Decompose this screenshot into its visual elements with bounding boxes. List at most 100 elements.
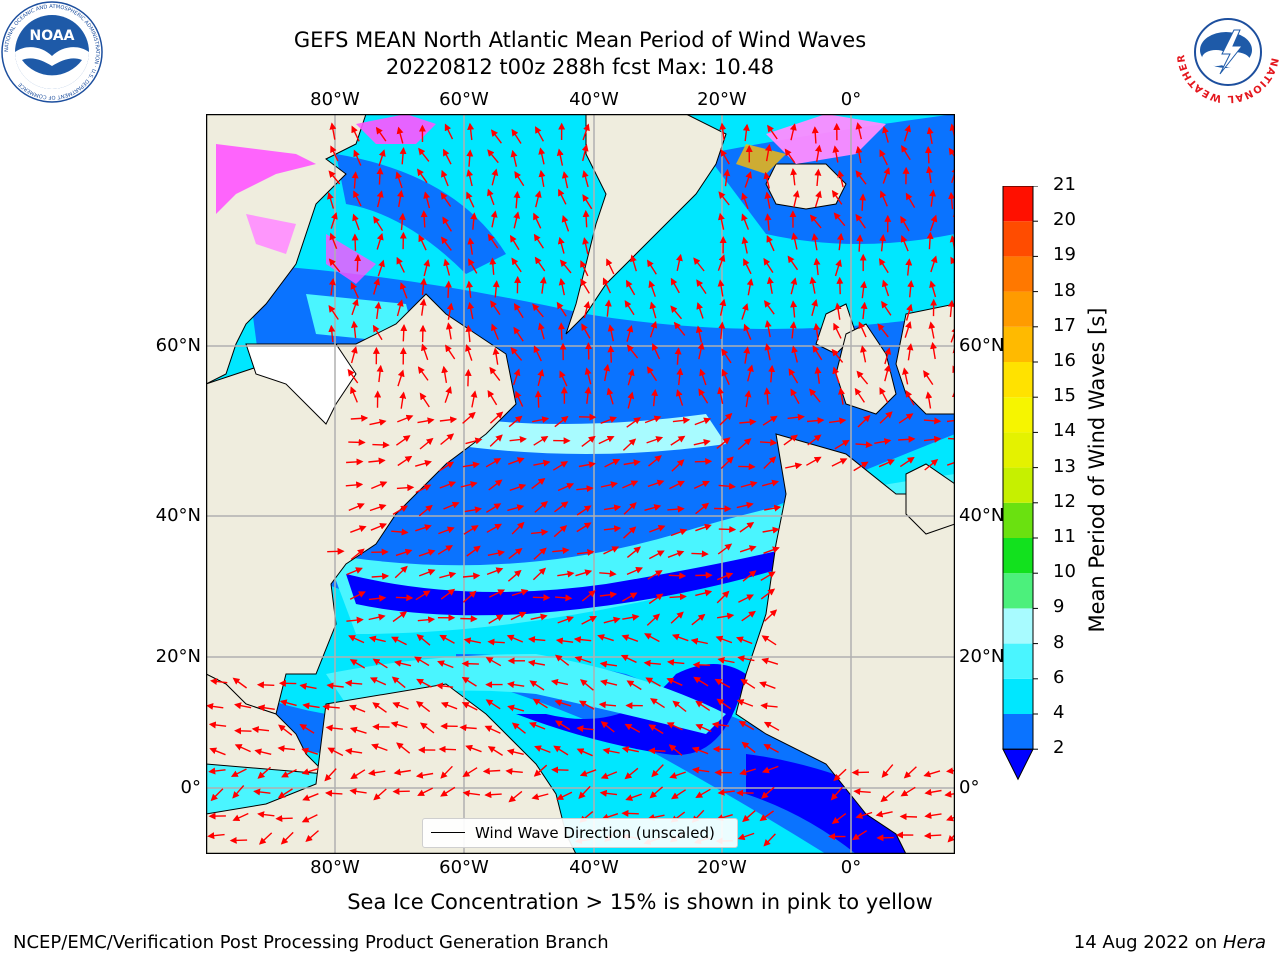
wind-wave-arrow xyxy=(575,569,593,577)
wind-wave-arrow xyxy=(880,790,895,803)
wind-wave-arrow xyxy=(739,418,757,426)
wind-wave-arrow xyxy=(741,610,756,622)
wind-wave-arrow xyxy=(761,786,775,799)
wind-wave-arrow xyxy=(515,390,524,407)
wind-wave-arrow xyxy=(694,457,713,465)
wind-wave-arrow xyxy=(930,255,938,273)
wind-wave-arrow xyxy=(553,745,569,756)
wind-wave-arrow xyxy=(831,190,843,205)
wind-wave-arrow xyxy=(621,809,639,817)
wind-wave-arrow xyxy=(532,416,550,424)
wind-wave-arrow xyxy=(257,811,275,819)
wind-wave-arrow xyxy=(511,588,529,597)
wind-wave-arrow xyxy=(670,611,684,624)
wind-wave-arrow xyxy=(649,525,666,533)
wind-wave-arrow xyxy=(763,456,777,469)
wind-wave-arrow xyxy=(396,126,404,144)
wind-wave-arrow xyxy=(393,768,411,776)
wind-wave-arrow xyxy=(742,123,750,142)
wind-wave-arrow xyxy=(539,276,547,294)
wind-wave-arrow xyxy=(814,190,822,208)
wind-wave-arrow xyxy=(511,128,522,144)
wind-wave-arrow xyxy=(372,658,388,669)
wind-wave-arrow xyxy=(553,525,568,538)
wind-wave-arrow xyxy=(353,190,362,207)
wind-wave-arrow xyxy=(487,549,505,557)
wind-wave-arrow xyxy=(441,365,449,384)
wind-wave-arrow xyxy=(853,461,869,472)
wind-wave-arrow xyxy=(898,435,916,443)
wind-wave-arrow xyxy=(671,633,689,642)
wind-wave-arrow xyxy=(368,457,386,465)
wind-wave-arrow xyxy=(514,171,525,187)
wind-wave-arrow xyxy=(929,214,938,232)
map-subtitle: 20220812 t00z 288h fcst Max: 10.48 xyxy=(385,55,775,79)
colorbar-segment-8 xyxy=(1003,432,1033,468)
wind-wave-arrow xyxy=(390,721,408,729)
wind-wave-arrow xyxy=(833,768,847,782)
wind-wave-arrow xyxy=(923,770,941,778)
wind-wave-arrow xyxy=(396,484,415,492)
wind-wave-arrow xyxy=(764,320,772,338)
wind-wave-arrow xyxy=(346,616,364,624)
wind-wave-arrow xyxy=(327,547,345,555)
wind-wave-arrow xyxy=(556,791,573,800)
wind-wave-arrow xyxy=(815,144,822,162)
colorbar-segment-1 xyxy=(1003,678,1033,714)
wind-wave-arrow xyxy=(648,550,665,560)
wind-wave-arrow xyxy=(693,439,711,446)
map-canvas xyxy=(205,113,956,855)
wind-wave-arrow xyxy=(607,324,615,342)
wind-wave-arrow xyxy=(762,415,778,426)
wind-wave-arrow xyxy=(836,276,844,295)
wind-wave-arrow xyxy=(626,680,642,691)
wind-wave-arrow xyxy=(464,506,482,514)
wind-wave-arrow xyxy=(466,545,481,557)
wind-wave-arrow xyxy=(759,810,775,822)
wind-wave-arrow xyxy=(718,525,737,533)
wind-wave-arrow xyxy=(394,659,412,667)
wind-wave-arrow xyxy=(644,415,662,424)
wind-wave-arrow xyxy=(391,528,409,536)
wind-wave-direction-arrows xyxy=(206,122,955,847)
lon-label-80w-bottom: 80°W xyxy=(310,857,360,878)
wind-wave-arrow xyxy=(443,148,452,165)
wind-wave-arrow xyxy=(858,321,867,338)
wind-wave-arrow xyxy=(489,434,503,447)
wind-wave-arrow xyxy=(507,704,525,712)
wind-wave-arrow xyxy=(924,811,942,819)
wind-wave-arrow xyxy=(489,366,501,382)
wind-wave-arrow xyxy=(578,700,595,710)
wind-wave-arrow xyxy=(351,298,359,316)
wind-wave-arrow xyxy=(907,280,915,298)
wind-wave-arrow xyxy=(875,810,893,818)
wind-wave-arrow xyxy=(581,144,589,162)
wind-wave-arrow xyxy=(584,386,592,404)
wind-wave-arrow xyxy=(738,721,755,731)
wind-wave-arrow xyxy=(607,345,615,363)
wind-wave-arrow xyxy=(232,812,249,822)
wind-wave-arrow xyxy=(764,504,782,512)
wind-wave-arrow xyxy=(761,657,779,665)
wind-wave-arrow xyxy=(647,479,665,488)
wind-wave-arrow xyxy=(439,634,455,644)
wind-wave-arrow xyxy=(487,390,498,406)
map-panel xyxy=(205,113,956,855)
wind-wave-arrow xyxy=(923,370,934,385)
wind-wave-arrow xyxy=(512,368,521,386)
colorbar-tick-label: 12 xyxy=(1053,490,1076,512)
wind-wave-arrow xyxy=(903,124,912,142)
wind-wave-arrow xyxy=(207,832,225,840)
wind-wave-arrow xyxy=(466,169,474,187)
wind-wave-arrow xyxy=(717,279,725,297)
wind-wave-arrow xyxy=(811,299,819,316)
wind-wave-arrow xyxy=(417,787,434,796)
wind-wave-arrow xyxy=(347,368,359,384)
wind-wave-arrow xyxy=(372,441,390,449)
wind-wave-arrow xyxy=(418,504,433,517)
wind-wave-arrow xyxy=(558,278,566,296)
wind-wave-arrow xyxy=(330,212,338,229)
wind-wave-arrow xyxy=(763,300,775,315)
wind-wave-arrow xyxy=(370,522,387,531)
wind-wave-arrow xyxy=(354,254,362,272)
